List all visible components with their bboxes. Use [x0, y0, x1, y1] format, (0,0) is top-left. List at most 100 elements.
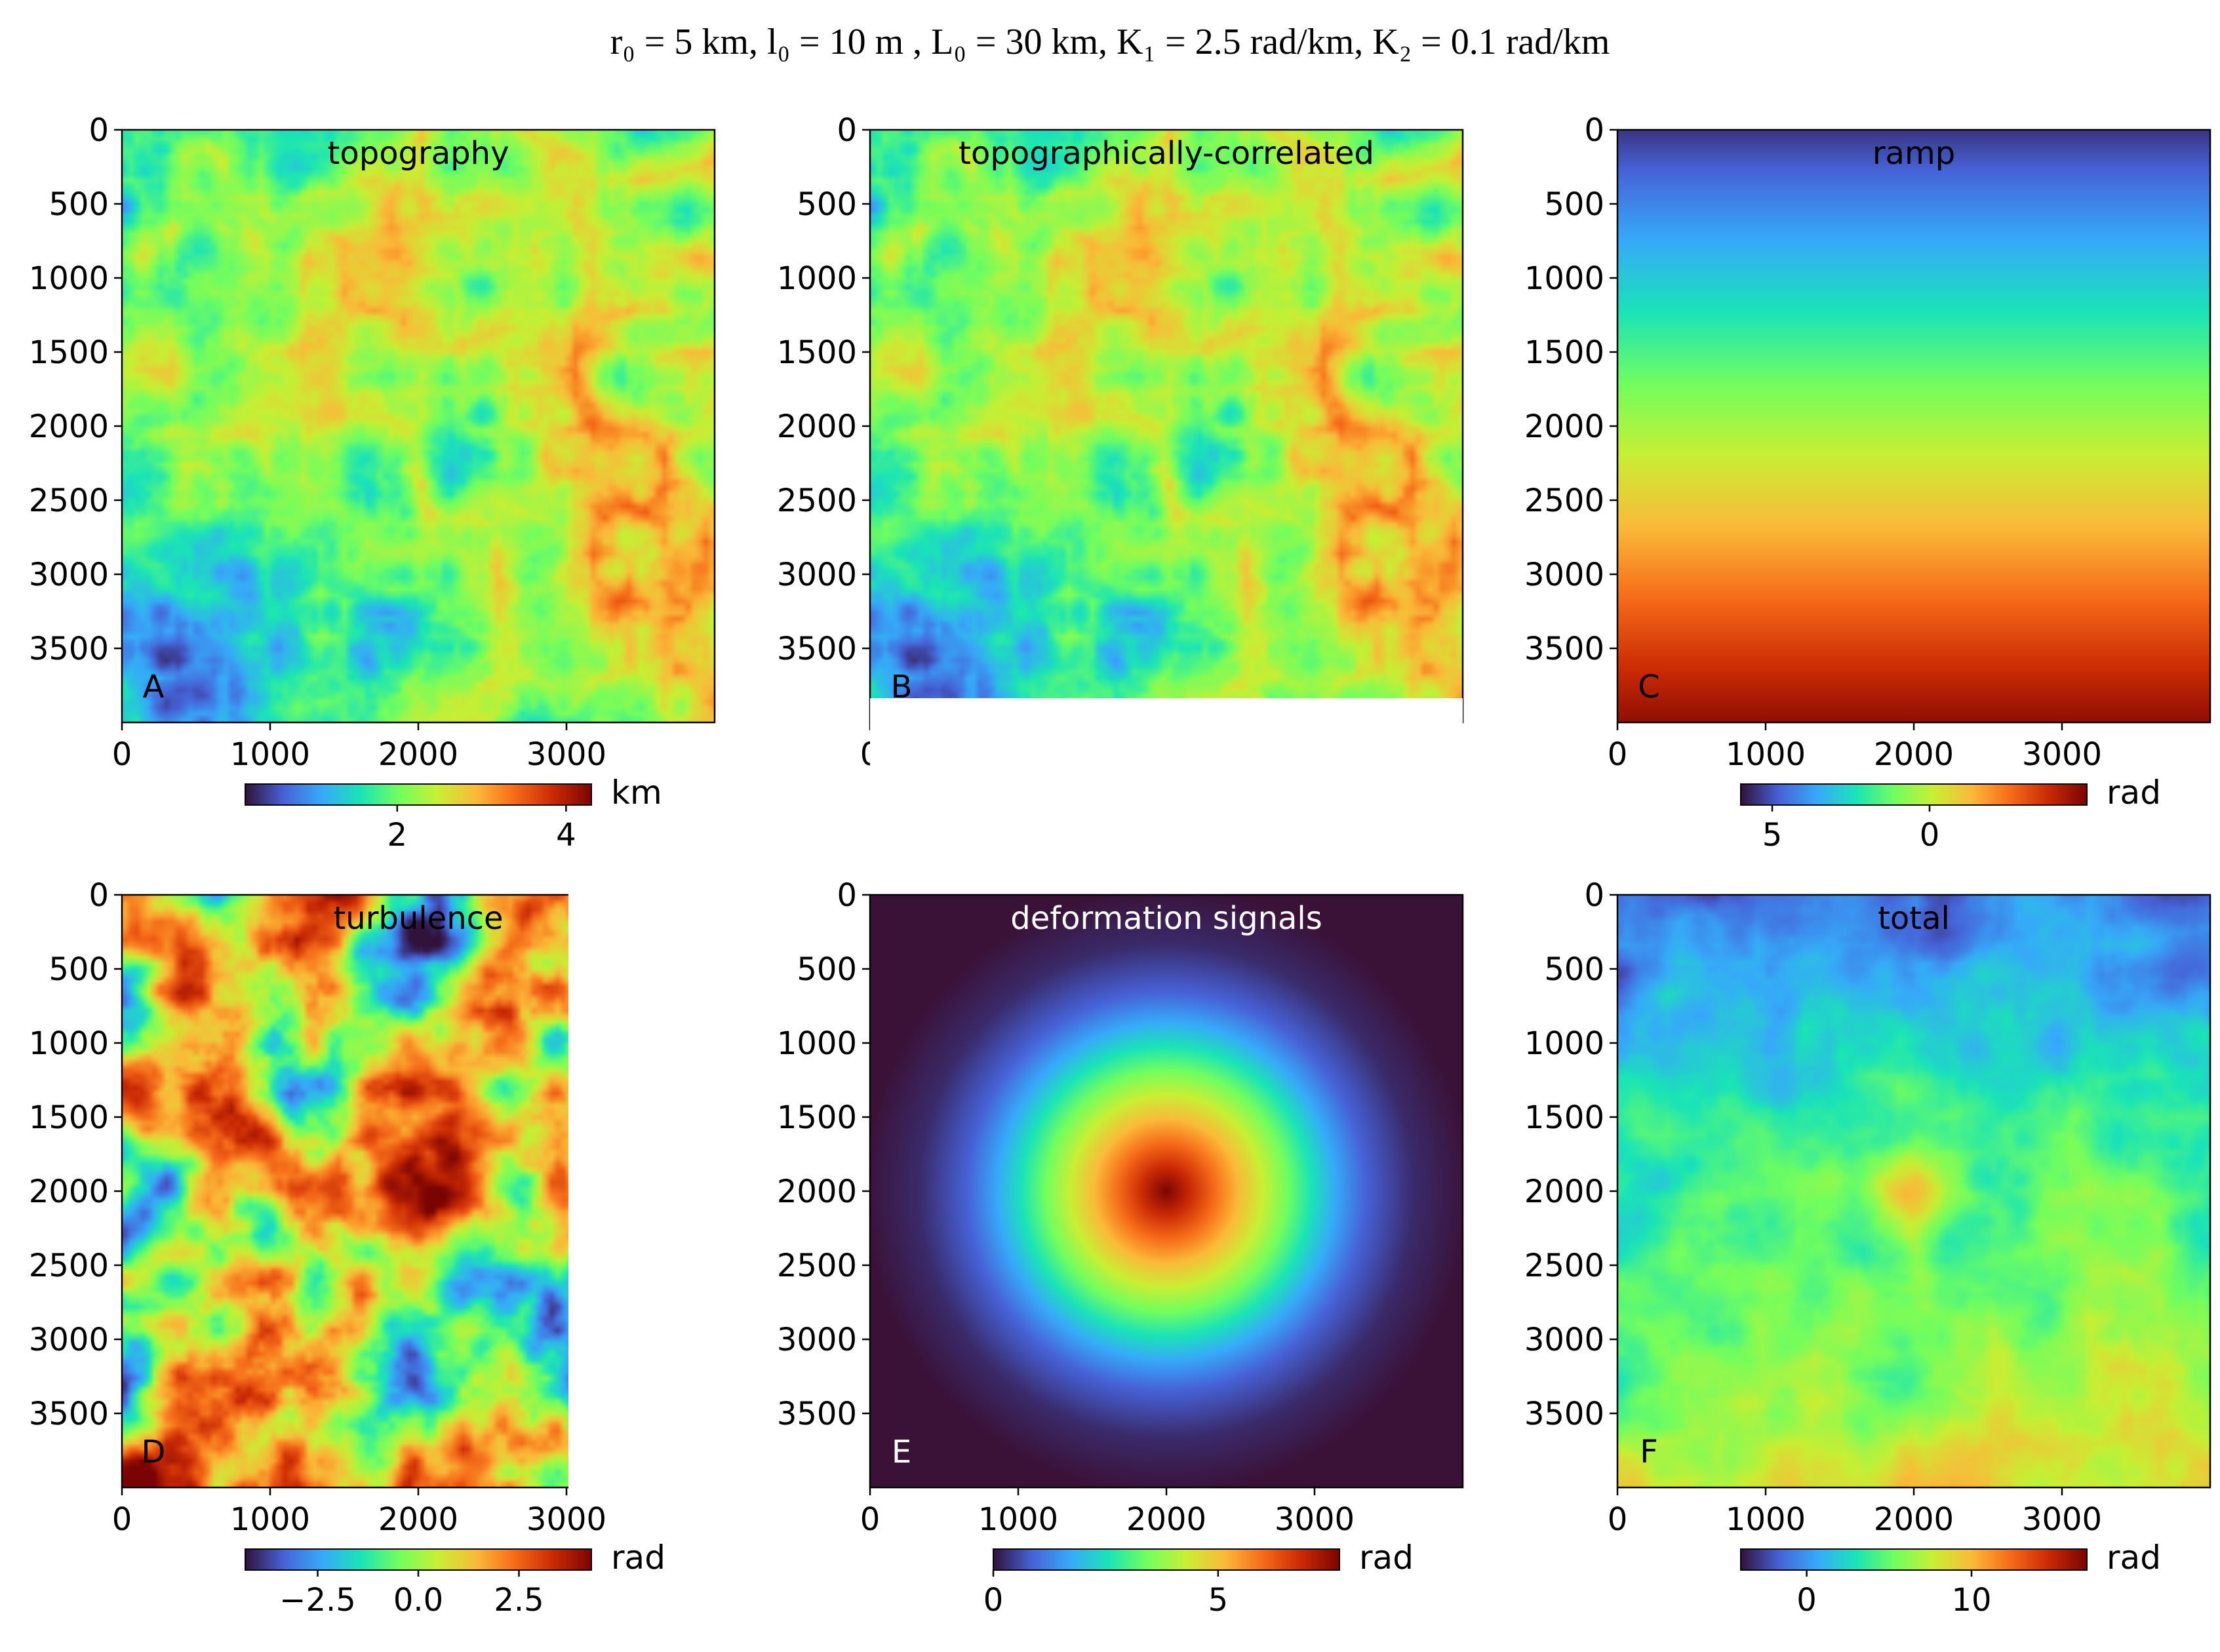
x-tick-label: 3000 — [2022, 736, 2102, 773]
y-tick-label: 3500 — [777, 1396, 857, 1432]
colorbar-unit-label: rad — [611, 1539, 665, 1577]
x-tick-label: 2000 — [378, 1501, 458, 1538]
y-tick-label: 500 — [49, 186, 109, 223]
y-tick-label: 0 — [837, 877, 857, 914]
panel-title: total — [1878, 900, 1950, 937]
x-tick-label: 1000 — [1726, 1501, 1806, 1538]
y-tick-label: 1500 — [1524, 1099, 1604, 1136]
y-tick-label: 2500 — [1524, 1248, 1604, 1284]
x-tick-label: 3000 — [2022, 1501, 2102, 1538]
y-tick-label: 0 — [837, 112, 857, 149]
panel-label: F — [1640, 1434, 1658, 1470]
y-tick-label: 0 — [89, 877, 109, 914]
x-tick-label: 2000 — [1126, 1501, 1206, 1538]
panel-title: deformation signals — [1010, 900, 1322, 937]
colorbar-tick-label: 4 — [556, 817, 576, 854]
y-tick-label: 2000 — [29, 408, 109, 445]
y-tick-label: 3000 — [1524, 1322, 1604, 1358]
panel-a: topographyA05001000150020002500300035000… — [29, 112, 716, 854]
y-tick-label: 1000 — [1524, 1025, 1604, 1062]
y-tick-label: 500 — [1544, 186, 1604, 223]
panel-label: E — [892, 1434, 911, 1470]
y-tick-label: 2500 — [29, 1248, 109, 1284]
panel-label: C — [1638, 669, 1660, 705]
colorbar-tick-label: 10 — [1951, 1582, 1991, 1619]
x-tick-label: 1000 — [978, 1501, 1058, 1538]
y-tick-label: 3500 — [1524, 631, 1604, 667]
x-tick-label: 1000 — [230, 736, 310, 773]
colorbar-tick-label: 0.0 — [393, 1582, 443, 1619]
colorbar-unit-label: rad — [2107, 1539, 2161, 1577]
y-tick-label: 0 — [89, 112, 109, 149]
y-tick-label: 3500 — [29, 1396, 109, 1432]
y-tick-label: 1000 — [777, 1025, 857, 1062]
y-tick-label: 0 — [1584, 877, 1604, 914]
y-tick-label: 2500 — [777, 482, 857, 519]
x-tick-label: 2000 — [1874, 1501, 1954, 1538]
y-tick-label: 1000 — [29, 260, 109, 297]
x-tick-label: 2000 — [1874, 736, 1954, 773]
panel-title: topographically-correlated — [959, 135, 1374, 172]
x-tick-label: 3000 — [526, 1501, 606, 1538]
x-tick-label: 0 — [860, 1501, 881, 1538]
y-tick-label: 1000 — [1524, 260, 1604, 297]
panel-title: ramp — [1873, 135, 1955, 172]
x-tick-label: 0 — [1608, 1501, 1628, 1538]
y-tick-label: 3500 — [29, 631, 109, 667]
y-tick-label: 3500 — [777, 631, 857, 667]
colorbar-tick-label: 0 — [1796, 1582, 1817, 1619]
y-tick-label: 1500 — [777, 334, 857, 371]
y-tick-label: 3000 — [29, 1322, 109, 1358]
panel-e: deformation signalsE05001000150020002500… — [568, 698, 1659, 1652]
heatmap-image — [1617, 895, 2210, 1487]
x-tick-label: 1000 — [230, 1501, 310, 1538]
y-tick-label: 2500 — [1524, 482, 1604, 519]
colorbar — [993, 1548, 1340, 1571]
colorbar-unit-label: km — [611, 774, 662, 812]
y-tick-label: 3000 — [777, 1322, 857, 1358]
x-tick-label: 1000 — [1726, 736, 1806, 773]
panel-title: turbulence — [333, 900, 503, 937]
y-tick-label: 1500 — [777, 1099, 857, 1136]
y-tick-label: 500 — [1544, 951, 1604, 988]
heatmap-image — [122, 130, 715, 722]
panel-label: A — [143, 669, 165, 705]
figure-title: r₀ = 5 km, l₀ = 10 m , L₀ = 30 km, K₁ = … — [610, 22, 1610, 62]
y-tick-label: 2500 — [29, 482, 109, 519]
y-tick-label: 2000 — [777, 408, 857, 445]
colorbar-tick-label: 0 — [1920, 817, 1940, 854]
deformation-source — [865, 890, 1468, 1493]
y-tick-label: 500 — [797, 951, 857, 988]
colorbar-unit-label: rad — [2107, 774, 2161, 812]
panel-label: D — [142, 1434, 166, 1470]
panel-title: topography — [328, 135, 509, 172]
colorbar — [1740, 783, 2088, 806]
y-tick-label: 2500 — [777, 1248, 857, 1284]
y-tick-label: 1000 — [777, 260, 857, 297]
x-tick-label: 2000 — [378, 736, 458, 773]
x-tick-label: 3000 — [526, 736, 606, 773]
y-tick-label: 1500 — [1524, 334, 1604, 371]
y-tick-label: 3000 — [29, 557, 109, 593]
colorbar-tick-label: 2 — [387, 817, 408, 854]
y-tick-label: 3000 — [777, 557, 857, 593]
x-tick-label: 0 — [1608, 736, 1628, 773]
colorbar — [1740, 1548, 2088, 1571]
y-tick-label: 2000 — [1524, 408, 1604, 445]
y-tick-label: 2000 — [777, 1173, 857, 1210]
heatmap-image — [870, 130, 1463, 722]
y-tick-label: 2000 — [29, 1173, 109, 1210]
colorbar — [245, 783, 592, 806]
y-tick-label: 3000 — [1524, 557, 1604, 593]
colorbar-tick-label: 5 — [1208, 1582, 1229, 1619]
y-tick-label: 1500 — [29, 334, 109, 371]
y-tick-label: 1500 — [29, 1099, 109, 1136]
y-tick-label: 500 — [49, 951, 109, 988]
colorbar-tick-label: −2.5 — [279, 1582, 356, 1619]
y-tick-label: 500 — [797, 186, 857, 223]
x-tick-label: 3000 — [1275, 1501, 1355, 1538]
y-tick-label: 1000 — [29, 1025, 109, 1062]
